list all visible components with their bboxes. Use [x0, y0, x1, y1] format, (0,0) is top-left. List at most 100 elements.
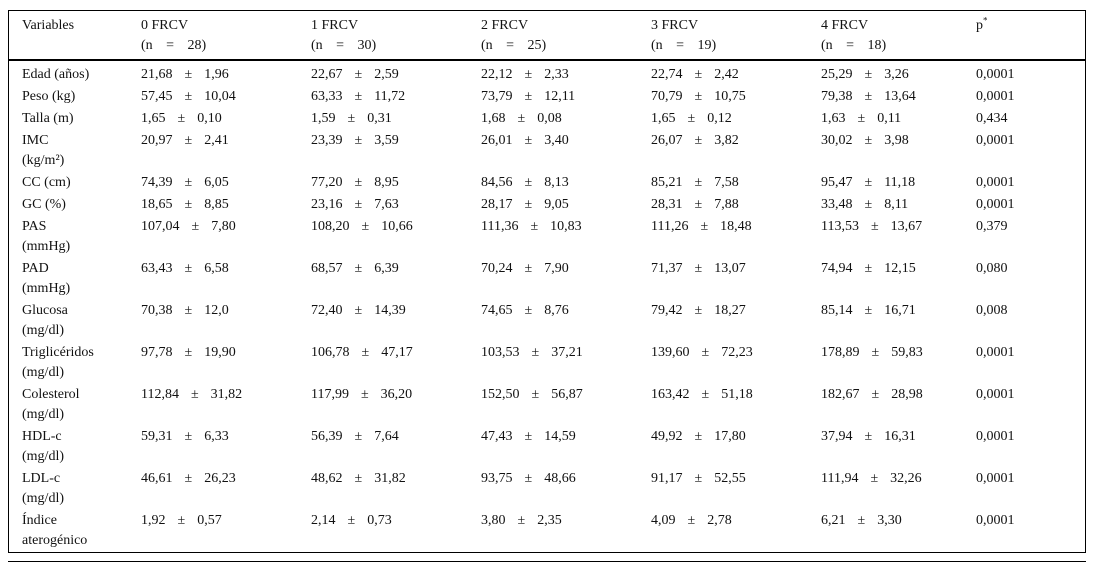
column-sample-size: (n = 18) [821, 38, 887, 53]
variable-name: Peso (kg) [22, 89, 76, 104]
variable-name: HDL-c [22, 429, 62, 444]
sd-value: 51,18 [721, 387, 753, 402]
mean-value: 68,57 [311, 261, 343, 276]
sd-value: 52,55 [714, 471, 746, 486]
value-cell: 22,74 ±2,42 [651, 60, 821, 85]
plus-minus-symbol: ± [354, 303, 363, 318]
sd-value: 6,39 [374, 261, 399, 276]
column-label: 2 FRCV [481, 18, 529, 33]
mean-value: 20,97 [141, 133, 173, 148]
plus-minus-symbol: ± [347, 111, 356, 126]
sd-value: 0,08 [537, 111, 562, 126]
value-cell: 37,94 ±16,31 [821, 425, 976, 467]
sd-value: 18,27 [714, 303, 746, 318]
mean-value: 106,78 [311, 345, 350, 360]
value-cell: 112,84 ±31,82 [141, 383, 311, 425]
plus-minus-symbol: ± [524, 133, 533, 148]
sd-value: 10,75 [714, 89, 746, 104]
column-header-frcv1: 1 FRCV (n = 30) [311, 11, 481, 61]
value-cell: 74,39 ±6,05 [141, 171, 311, 193]
plus-minus-symbol: ± [354, 261, 363, 276]
value-cell: 28,31 ±7,88 [651, 193, 821, 215]
sd-value: 31,82 [374, 471, 406, 486]
variable-cell: Talla (m) [9, 107, 141, 129]
sd-value: 47,17 [381, 345, 413, 360]
sd-value: 37,21 [551, 345, 583, 360]
mean-value: 111,94 [821, 471, 859, 486]
plus-minus-symbol: ± [524, 175, 533, 190]
value-cell: 56,39 ±7,64 [311, 425, 481, 467]
mean-value: 111,36 [481, 219, 519, 234]
plus-minus-symbol: ± [361, 345, 370, 360]
value-cell: 25,29 ±3,26 [821, 60, 976, 85]
table-row: GC (%) 18,65 ±8,85 23,16 ±7,63 28,17 ±9,05 28,3… [9, 193, 1085, 215]
plus-minus-symbol: ± [864, 89, 873, 104]
table-row: PAS (mmHg) 107,04 ±7,80 108,20 ±10,66 111,36 ±1… [9, 215, 1085, 257]
value-cell: 77,20 ±8,95 [311, 171, 481, 193]
value-cell: 68,57 ±6,39 [311, 257, 481, 299]
table-bottom-rule [8, 561, 1086, 562]
plus-minus-symbol: ± [694, 261, 703, 276]
variable-unit: (mg/dl) [22, 449, 64, 464]
value-cell: 97,78 ±19,90 [141, 341, 311, 383]
plus-minus-symbol: ± [184, 175, 193, 190]
sd-value: 8,13 [544, 175, 569, 190]
variable-cell: CC (cm) [9, 171, 141, 193]
p-value-cell: 0,434 [976, 111, 1008, 126]
plus-minus-symbol: ± [694, 89, 703, 104]
table-row: Glucosa (mg/dl) 70,38 ±12,0 72,40 ±14,39 74,65… [9, 299, 1085, 341]
plus-minus-symbol: ± [530, 219, 539, 234]
sd-value: 28,98 [891, 387, 923, 402]
value-cell: 46,61 ±26,23 [141, 467, 311, 509]
sd-value: 7,88 [714, 197, 739, 212]
mean-value: 23,39 [311, 133, 343, 148]
column-label: 0 FRCV [141, 18, 189, 33]
mean-value: 73,79 [481, 89, 513, 104]
p-value-cell: 0,0001 [976, 345, 1015, 360]
mean-value: 163,42 [651, 387, 690, 402]
mean-value: 74,94 [821, 261, 853, 276]
sd-value: 8,76 [544, 303, 569, 318]
p-value-cell: 0,0001 [976, 513, 1015, 528]
mean-value: 1,65 [141, 111, 166, 126]
plus-minus-symbol: ± [184, 471, 193, 486]
sd-value: 0,57 [197, 513, 222, 528]
value-cell: 26,07 ±3,82 [651, 129, 821, 171]
sd-value: 26,23 [204, 471, 236, 486]
value-cell: 111,26 ±18,48 [651, 215, 821, 257]
table-row: HDL-c (mg/dl) 59,31 ±6,33 56,39 ±7,64 47,43 ±14… [9, 425, 1085, 467]
value-cell: 48,62 ±31,82 [311, 467, 481, 509]
mean-value: 77,20 [311, 175, 343, 190]
value-cell: 117,99 ±36,20 [311, 383, 481, 425]
plus-minus-symbol: ± [864, 303, 873, 318]
sd-value: 32,26 [890, 471, 922, 486]
mean-value: 26,07 [651, 133, 683, 148]
mean-value: 30,02 [821, 133, 853, 148]
variable-unit: (kg/m²) [22, 153, 65, 168]
plus-minus-symbol: ± [354, 133, 363, 148]
variable-name: GC (%) [22, 197, 66, 212]
value-cell: 91,17 ±52,55 [651, 467, 821, 509]
p-value-cell: 0,0001 [976, 89, 1015, 104]
mean-value: 2,14 [311, 513, 336, 528]
variable-cell: Glucosa (mg/dl) [9, 299, 141, 341]
plus-minus-symbol: ± [354, 175, 363, 190]
sd-value: 6,33 [204, 429, 229, 444]
sd-value: 13,64 [884, 89, 916, 104]
plus-minus-symbol: ± [184, 303, 193, 318]
plus-minus-symbol: ± [524, 429, 533, 444]
variable-unit: (mmHg) [22, 239, 71, 254]
sd-value: 14,39 [374, 303, 406, 318]
value-cell: 1,59 ±0,31 [311, 107, 481, 129]
value-cell: 107,04 ±7,80 [141, 215, 311, 257]
plus-minus-symbol: ± [184, 429, 193, 444]
variable-cell: Triglicéridos (mg/dl) [9, 341, 141, 383]
value-cell: 3,80 ±2,35 [481, 509, 651, 551]
table-row: Triglicéridos (mg/dl) 97,78 ±19,90 106,78 ±47… [9, 341, 1085, 383]
variable-cell: Edad (años) [9, 60, 141, 85]
sd-value: 10,83 [550, 219, 582, 234]
mean-value: 79,38 [821, 89, 853, 104]
table-body: Edad (años) 21,68 ±1,96 22,67 ±2,59 22,12 ±2,3… [9, 60, 1085, 551]
plus-minus-symbol: ± [354, 67, 363, 82]
plus-minus-symbol: ± [857, 111, 866, 126]
